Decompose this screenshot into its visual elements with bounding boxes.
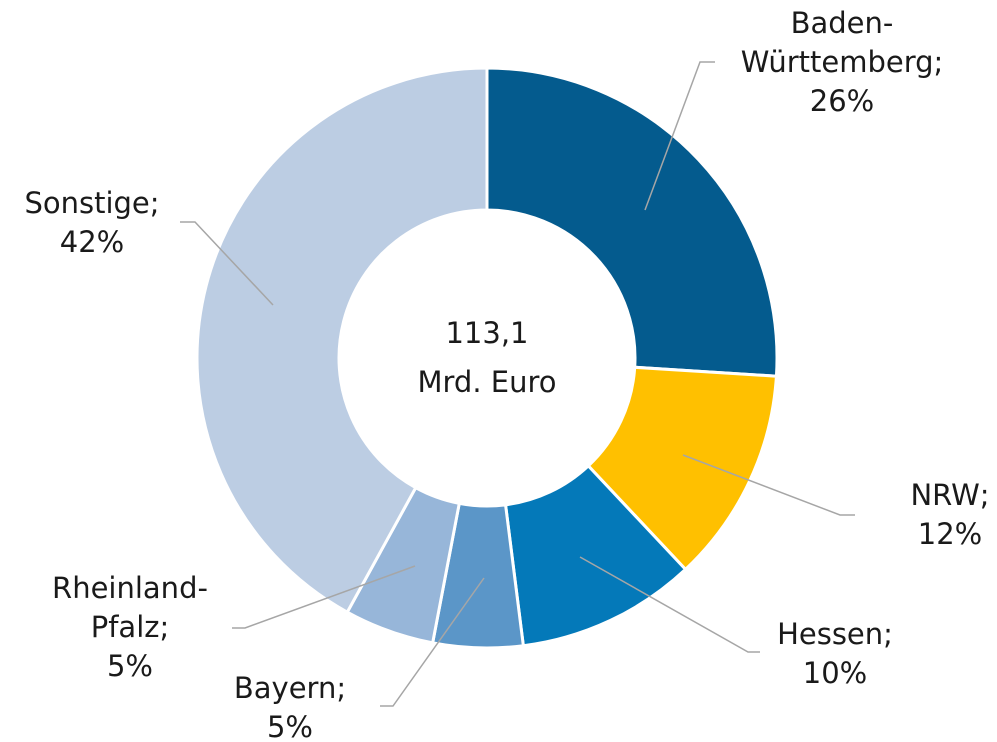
value-label: 5% bbox=[267, 710, 313, 742]
center-label: Mrd. Euro bbox=[417, 365, 556, 399]
donut-slice bbox=[195, 66, 489, 615]
value-label: 26% bbox=[810, 84, 874, 118]
value-label: 10% bbox=[803, 656, 867, 690]
value-label: 5% bbox=[107, 649, 153, 683]
center-label: 113,1 bbox=[445, 316, 528, 350]
leader-line bbox=[380, 577, 485, 707]
leader-line bbox=[644, 61, 715, 211]
value-label: 12% bbox=[918, 517, 982, 551]
category-label: NRW; bbox=[910, 478, 989, 512]
leader-line bbox=[579, 556, 760, 653]
category-label: Baden-Württemberg; bbox=[741, 6, 944, 79]
leader-line bbox=[180, 221, 274, 306]
leader-line bbox=[232, 565, 416, 629]
leader-line bbox=[682, 454, 855, 516]
category-label: Bayern; bbox=[234, 671, 346, 705]
category-label: Hessen; bbox=[777, 617, 893, 651]
category-label: Rheinland-Pfalz; bbox=[52, 571, 208, 644]
category-label: Sonstige; bbox=[24, 186, 159, 220]
value-label: 42% bbox=[60, 225, 124, 259]
donut-slice bbox=[485, 66, 779, 378]
